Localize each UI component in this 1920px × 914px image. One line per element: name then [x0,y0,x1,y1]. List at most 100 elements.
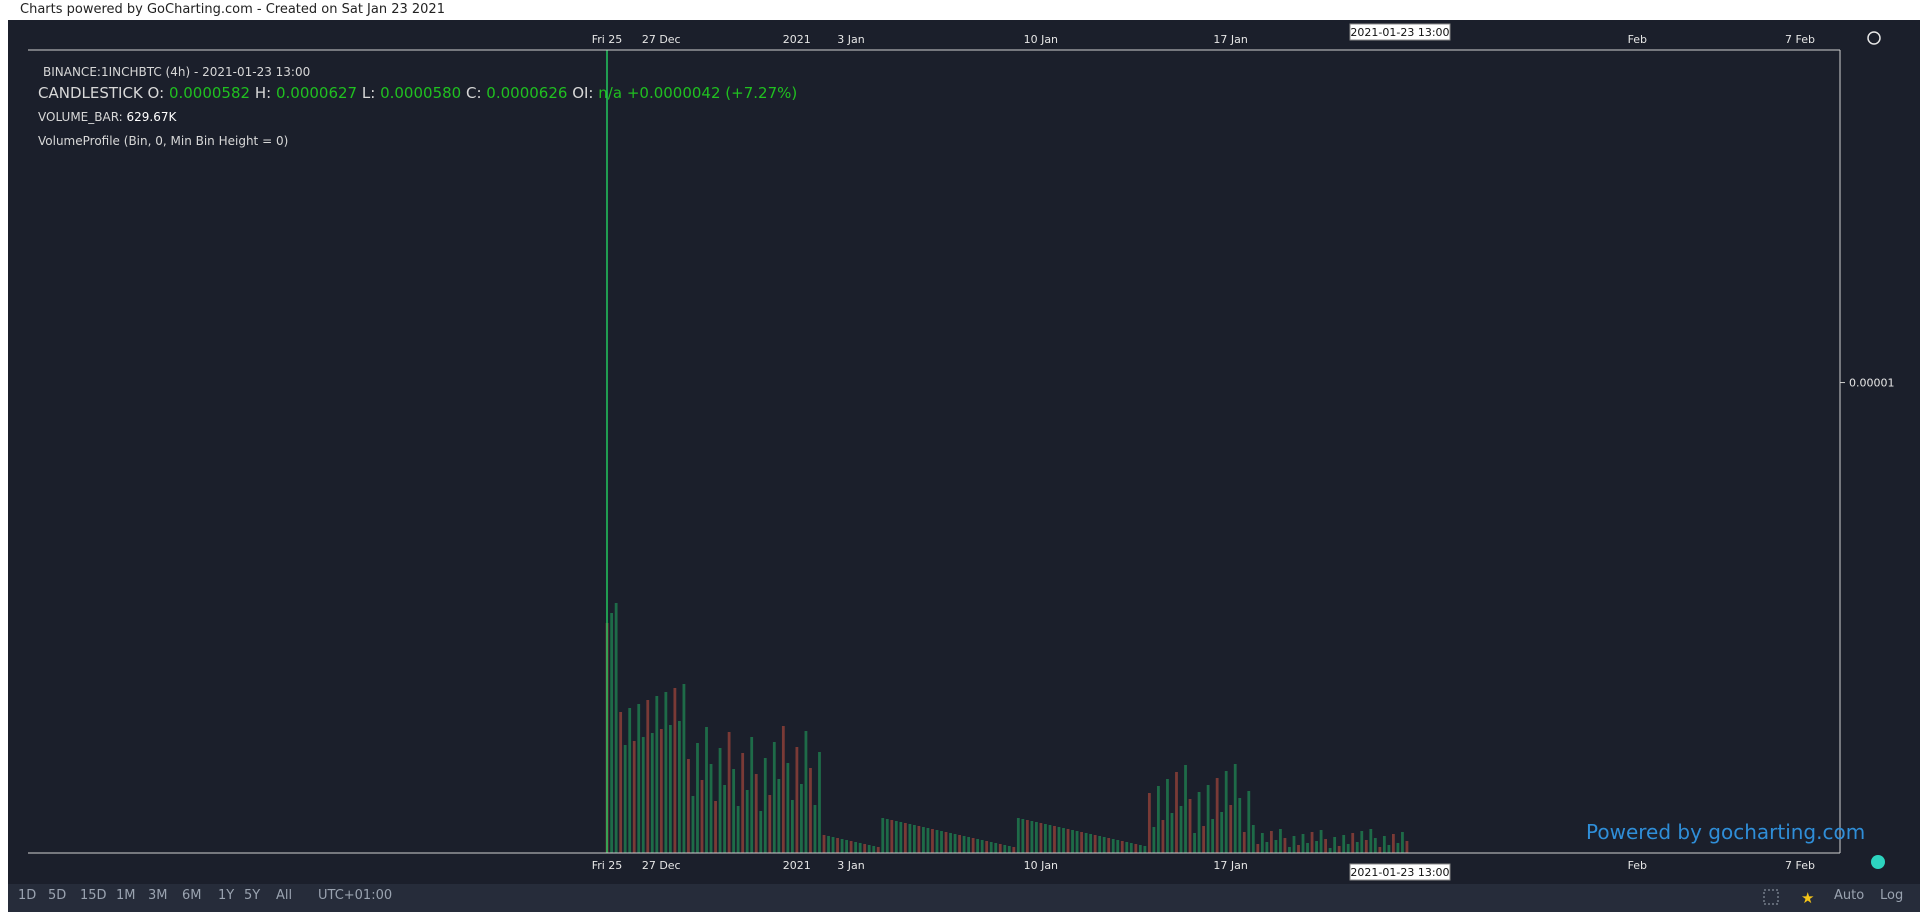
volume-bar [922,827,925,853]
timeframe-button[interactable]: 1M [116,888,136,903]
favorite-star-icon[interactable]: ★ [1801,889,1814,907]
volume-bar [1274,840,1278,853]
volume-bar [1215,778,1219,853]
volume-bar [1401,832,1404,853]
volume-profile-label: VolumeProfile (Bin, 0, Min Bin Height = … [38,134,289,148]
volume-bar [1057,827,1061,853]
volume-bar [917,826,921,853]
volume-bar [926,828,930,853]
volume-bar [614,603,618,853]
candle-label: CANDLESTICK [38,84,143,102]
volume-bar [1170,813,1174,853]
x-tick-label-bottom: 7 Feb [1785,859,1815,872]
volume-bar [1405,841,1409,853]
volume-bar [1003,845,1007,853]
timeframe-button[interactable]: 5Y [244,888,261,903]
timeframe-button[interactable]: 6M [182,888,202,903]
x-tick-label-top: 10 Jan [1024,33,1058,46]
volume-bar [786,763,790,853]
volume-bar [790,800,794,853]
volume-bar [750,737,754,853]
x-tick-label-bottom: 10 Jan [1024,859,1058,872]
x-tick-label-top: 27 Dec [642,33,681,46]
volume-bar [813,805,817,853]
c-value: 0.0000626 [486,84,568,102]
change-pct: (+7.27%) [725,84,798,102]
volume-bar [872,846,876,853]
x-tick-label-top: 2021 [783,33,811,46]
volume-bar [1292,836,1296,853]
volume-bar [962,836,966,853]
o-value: 0.0000582 [168,84,251,102]
x-tick-label-bottom: Feb [1628,859,1647,872]
timeframe-button[interactable]: 3M [148,888,168,903]
volume-bar [1120,841,1124,853]
volume-bar [1283,838,1287,853]
timeframe-button[interactable]: 5D [48,888,67,903]
volume-bar [1269,831,1273,853]
volume-bar [1125,842,1129,853]
volume-bar [691,796,695,853]
volume-bar [1080,832,1083,853]
volume-bar [940,831,943,853]
volume-label: VOLUME_BAR: [38,110,123,124]
volume-bar [989,842,993,853]
volume-bar [673,688,677,853]
volume-bar [1048,825,1052,853]
volume-bar [1134,844,1138,853]
change-value: +0.0000042 [626,84,721,102]
volume-bar [809,768,812,853]
volume-bar [759,811,763,853]
volume-bar [1175,772,1178,853]
volume-bar [1310,832,1314,853]
volume-bar [1319,830,1323,853]
volume-bar [1238,798,1242,853]
volume-bar [1193,833,1196,853]
settings-gear-icon[interactable] [1867,31,1881,45]
volume-bar [1251,825,1255,853]
volume-bar [696,743,699,853]
volume-bar [1233,764,1237,853]
volume-bar [700,780,704,853]
timeframe-button[interactable]: 1D [18,888,37,903]
volume-bar [1025,820,1029,853]
volume-bar [1206,785,1210,853]
oi-value: n/a [598,84,623,102]
timezone-label[interactable]: UTC+01:00 [318,888,393,903]
volume-bar [849,841,853,853]
volume-bar [1166,779,1169,853]
volume-bar [1229,805,1233,853]
volume-bar [1256,844,1260,853]
volume-bar [1152,827,1156,853]
log-button[interactable]: Log [1880,888,1904,903]
volume-bar [1378,847,1382,853]
volume-bar [1364,840,1368,853]
volume-bar [1071,830,1074,853]
h-value: 0.0000627 [275,84,358,102]
volume-bar [718,748,722,853]
auto-button[interactable]: Auto [1834,888,1865,903]
volume-bar [1351,833,1355,853]
volume-bar [876,847,880,853]
volume-bar [1220,812,1224,853]
volume-bar [1242,832,1246,853]
timeframe-button[interactable]: All [276,888,293,903]
volume-bar [1288,847,1291,853]
timeframe-button[interactable]: 15D [80,888,107,903]
timeframe-button[interactable]: 1Y [218,888,235,903]
x-tick-label-bottom: 17 Jan [1213,859,1247,872]
volume-bar [1387,845,1391,853]
volume-bar [1333,837,1337,853]
volume-bar [641,737,645,853]
volume-bar [1012,847,1016,853]
volume-bar [903,823,907,853]
x-tick-label-bottom: 3 Jan [837,859,864,872]
x-tick-label-bottom: 2021 [783,859,811,872]
volume-bar [831,837,835,853]
volume-bar [1391,834,1395,853]
volume-bar [628,708,632,853]
volume-bar [1021,819,1025,853]
volume-bar [931,829,934,853]
volume-bar [1084,833,1088,853]
